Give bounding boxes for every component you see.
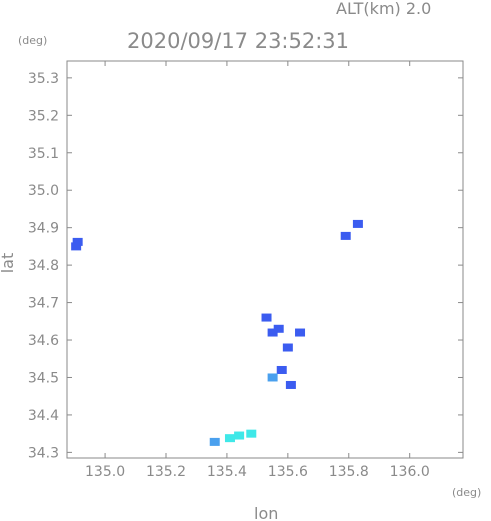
y-axis-ticks: 34.3 34.4 34.5 34.6 34.7 34.8 34.9 35.0 35.1 35.2… (28, 71, 463, 461)
x-tick-label: 135.6 (268, 464, 308, 480)
echo-cell (267, 373, 278, 382)
y-tick-label: 34.5 (28, 370, 59, 386)
echo-cell (72, 237, 83, 246)
y-tick-label: 35.3 (28, 71, 59, 87)
y-axis-label: lat (0, 253, 17, 274)
echo-cell (282, 343, 293, 352)
y-unit-label: (deg) (18, 34, 47, 47)
y-tick-label: 35.2 (28, 108, 59, 124)
echo-cell (276, 365, 287, 374)
x-tick-label: 135.8 (329, 464, 369, 480)
echo-cell (340, 231, 351, 240)
y-tick-label: 34.6 (28, 333, 59, 349)
echo-cell (246, 429, 257, 438)
echo-cell (209, 437, 220, 446)
echo-cell (224, 434, 235, 443)
x-tick-label: 135.0 (85, 464, 125, 480)
altitude-label: ALT(km) 2.0 (336, 0, 431, 18)
x-axis-ticks: 135.0 135.2 135.4 135.6 135.8 136.0 (85, 61, 430, 480)
y-tick-label: 35.0 (28, 183, 59, 199)
x-tick-label: 136.0 (390, 464, 430, 480)
echo-cell (295, 328, 306, 337)
y-tick-label: 34.7 (28, 296, 59, 312)
plot-frame (66, 60, 464, 459)
chart-title: 2020/09/17 23:52:31 (127, 29, 349, 53)
y-tick-label: 35.1 (28, 146, 59, 162)
x-tick-label: 135.2 (146, 464, 186, 480)
echo-cell (267, 328, 278, 337)
x-axis-label: lon (254, 504, 278, 521)
y-tick-label: 34.8 (28, 258, 59, 274)
echo-cell (273, 324, 284, 333)
x-tick-label: 135.4 (207, 464, 247, 480)
x-unit-label: (deg) (452, 486, 481, 499)
echo-cell (285, 380, 296, 389)
y-tick-label: 34.4 (28, 408, 59, 424)
echo-layer (71, 219, 363, 446)
y-tick-label: 34.3 (28, 445, 59, 461)
echo-cell (261, 313, 272, 322)
echo-cell (71, 242, 82, 251)
echo-cell (352, 219, 363, 228)
echo-cell (234, 431, 245, 440)
y-tick-label: 34.9 (28, 221, 59, 237)
